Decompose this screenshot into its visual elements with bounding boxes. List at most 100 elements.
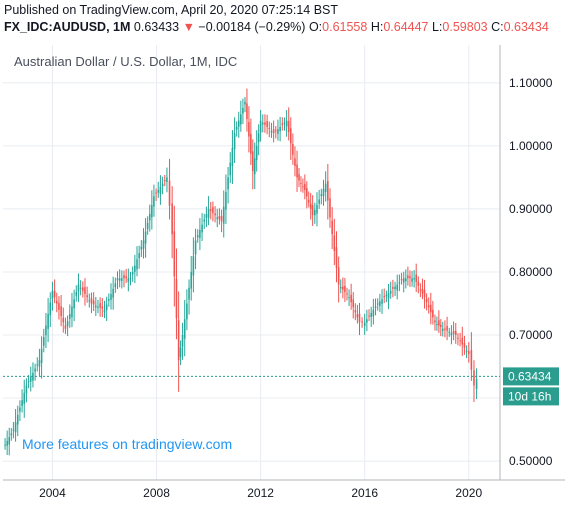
last-price: 0.63433 [133,20,180,34]
change-arrow-icon: ▼ [182,20,195,34]
candle-body [40,348,43,363]
candle-body [212,207,214,214]
candle-body [222,206,225,224]
candle-body [166,177,168,182]
y-tick-label: 0.70000 [509,328,553,342]
candle-body [161,183,164,187]
candle-body [379,301,381,307]
candle-body [60,306,62,317]
candle-body [444,328,446,330]
candle-body [229,162,232,176]
candle-body [300,182,302,184]
candle-body [350,294,352,303]
candle-body [261,122,264,125]
candle-body [209,209,212,212]
candle-body [354,310,357,313]
candle-body [475,379,478,390]
published-line: Published on TradingView.com, April 20, … [4,3,339,17]
candle-body [88,300,91,302]
candle-body [140,246,143,250]
candle-body [27,381,30,383]
candle-body [253,158,256,175]
candle-body [363,322,366,327]
candle-body [292,143,294,155]
candle-body [233,133,236,150]
candle-body [335,247,338,268]
candle-body [289,128,292,144]
candle-body [186,303,188,320]
candle-body [142,240,145,249]
candle-body [14,422,17,433]
candle-body [314,209,316,216]
candle-body [250,133,252,154]
candle-body [55,300,58,304]
close-label: C: [491,20,504,34]
candle-body [81,287,84,291]
high-value: 0.64447 [383,20,429,34]
candle-body [417,281,420,286]
candle-body [298,174,300,181]
candle-body [392,287,394,289]
candle-body [307,199,310,203]
candle-body [12,429,15,431]
candle-body [231,147,234,167]
candle-body [38,360,41,367]
x-tick-label: 2020 [455,486,482,500]
candle-body [163,180,166,182]
candle-body [287,121,290,132]
candle-body [97,306,99,308]
candle-body [136,259,138,270]
candle-body [320,194,323,196]
candle-body [311,205,314,216]
candle-body [192,256,195,276]
candle-body [220,216,223,222]
candle-body [66,321,69,327]
candle-body [34,368,36,372]
candle-body [396,284,399,291]
candle-body [246,103,248,120]
countdown-badge [503,387,559,406]
watermark-link[interactable]: More features on tradingview.com [22,436,232,452]
candle-body [168,180,171,206]
candle-body [383,296,386,298]
candle-body [216,217,219,219]
candle-body [272,129,275,134]
candle-body [465,350,468,352]
candle-body [281,123,284,125]
candle-body [432,309,434,318]
candle-body [214,213,216,216]
low-value: 0.59803 [442,20,488,34]
candle-body [400,279,403,281]
candle-body [339,287,342,289]
candle-body [372,309,375,317]
candle-body [398,282,401,284]
x-tick-label: 2016 [351,486,378,500]
candle-body [42,337,45,346]
candle-body [203,219,206,222]
candle-body [376,303,379,305]
y-tick-label: 0.90000 [509,202,553,216]
candle-body [103,309,106,313]
candle-body [129,278,132,280]
candle-body [173,231,176,277]
candle-body [305,188,308,197]
candle-body [356,314,359,318]
candle-body [427,305,430,308]
candle-body [123,275,125,279]
candle-body [361,321,363,323]
candle-body [205,214,208,218]
candle-body [21,400,23,406]
candle-body [62,317,65,323]
candle-body [155,192,157,194]
candle-body [440,324,442,328]
candle-body [71,306,73,318]
candle-body [127,278,130,282]
candle-body [423,289,426,298]
candle-body [6,440,8,446]
candle-body [352,299,355,308]
plot-area [3,45,500,480]
candle-body [457,337,459,339]
candle-body [274,130,277,132]
candle-body [436,323,438,325]
